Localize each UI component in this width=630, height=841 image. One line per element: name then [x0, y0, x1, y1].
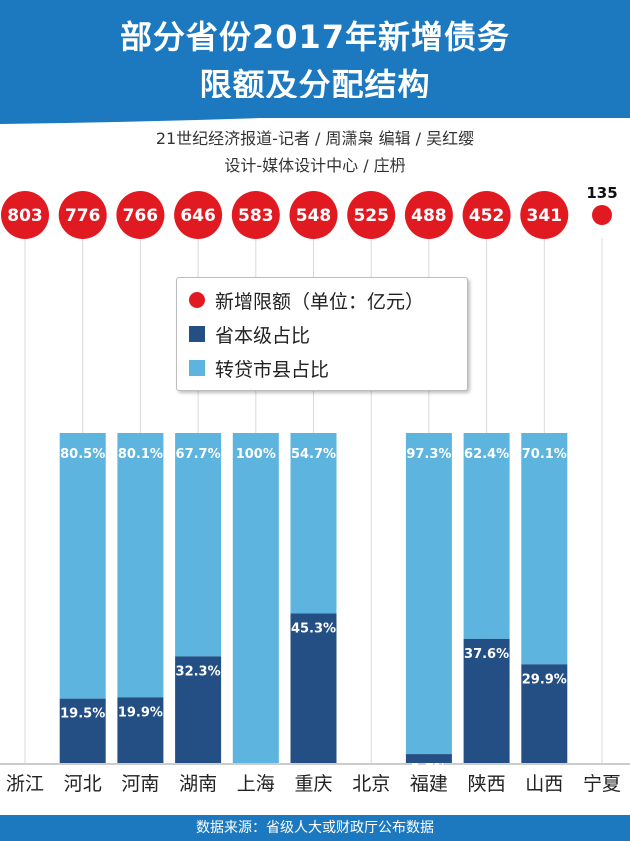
quota-value: 488 — [411, 206, 447, 226]
legend-swatch-provincial — [189, 326, 205, 342]
quota-value: 776 — [65, 206, 101, 226]
quota-circle — [58, 191, 107, 239]
bar-provincial — [117, 697, 164, 763]
label-provincial: 19.5% — [60, 707, 105, 722]
quota-circle — [1, 191, 49, 239]
legend-label-provincial: 省本级占比 — [215, 324, 311, 347]
label-county: 70.1% — [522, 447, 567, 462]
legend-item-county: 转贷市县占比 — [189, 354, 329, 382]
quota-circle — [592, 205, 612, 225]
quota-value: 548 — [296, 206, 332, 226]
quota-circle — [347, 191, 396, 239]
category-label: 河南 — [121, 773, 159, 795]
bar-county — [232, 433, 279, 763]
label-county: 80.5% — [60, 447, 105, 462]
bar-county — [117, 433, 164, 698]
title-line-2: 限额及分配结构 — [199, 66, 431, 104]
legend-label-quota: 新增限额（单位：亿元） — [215, 290, 425, 313]
category-label: 陕西 — [468, 773, 506, 795]
quota-value: 803 — [7, 206, 43, 226]
quota-value: 135 — [586, 184, 617, 202]
label-county: 80.1% — [118, 447, 163, 462]
category-label: 福建 — [410, 773, 448, 795]
label-provincial: 45.3% — [291, 622, 336, 637]
quota-circle — [116, 191, 165, 239]
bar-provincial — [405, 754, 452, 763]
category-label: 重庆 — [294, 773, 332, 795]
footer-source: 数据来源：省级人大或财政厅公布数据 — [0, 815, 630, 841]
legend-swatch-circle — [189, 292, 205, 308]
label-provincial: 29.9% — [522, 672, 567, 687]
title-line-1: 部分省份2017年新增债务 — [119, 18, 511, 56]
category-label: 宁夏 — [583, 773, 621, 795]
bar-county — [521, 433, 568, 665]
label-provincial: 32.3% — [176, 664, 221, 679]
category-label: 浙江 — [6, 773, 44, 795]
bar-provincial — [59, 698, 106, 763]
label-county: 54.7% — [291, 447, 336, 462]
quota-value: 766 — [123, 206, 159, 226]
legend-swatch-county — [189, 360, 205, 376]
category-label: 北京 — [352, 773, 390, 795]
quota-value: 646 — [180, 206, 216, 226]
quota-circle — [520, 191, 569, 239]
label-county: 67.7% — [176, 447, 221, 462]
label-provincial: 19.9% — [118, 705, 163, 720]
bar-county — [290, 433, 337, 614]
category-label: 上海 — [237, 773, 275, 795]
bar-provincial — [463, 638, 510, 763]
label-county: 62.4% — [464, 447, 509, 462]
legend-item-provincial: 省本级占比 — [189, 320, 310, 348]
category-label: 河北 — [64, 773, 102, 795]
bar-county — [175, 433, 222, 657]
credit-line-1: 21世纪经济报道-记者 / 周潇枭 编辑 / 吴红缨 — [155, 129, 475, 148]
bar-provincial — [290, 613, 337, 763]
credit-line-2: 设计-媒体设计中心 / 庄枬 — [224, 156, 406, 175]
label-county: 97.3% — [406, 447, 451, 462]
legend: 新增限额（单位：亿元） 省本级占比 转贷市县占比 — [176, 277, 468, 391]
quota-circle — [231, 191, 280, 239]
quota-circle — [404, 191, 453, 239]
label-provincial: 37.6% — [464, 647, 509, 662]
quota-value: 452 — [469, 206, 505, 226]
category-label: 湖南 — [179, 773, 217, 795]
bar-provincial — [521, 664, 568, 763]
quota-value: 525 — [353, 206, 389, 226]
bar-county — [463, 433, 510, 639]
category-label: 山西 — [525, 773, 563, 795]
quota-circle — [289, 191, 338, 239]
bar-county — [59, 433, 106, 699]
bar-county — [405, 433, 452, 755]
legend-item-quota: 新增限额（单位：亿元） — [189, 286, 424, 314]
label-county: 100% — [236, 447, 276, 462]
legend-label-county: 转贷市县占比 — [215, 358, 330, 381]
quota-value: 341 — [527, 206, 563, 226]
quota-circle — [462, 191, 511, 239]
quota-value: 583 — [238, 206, 274, 226]
header-swoosh — [0, 98, 630, 124]
label-provincial: 2.7% — [411, 762, 447, 777]
quota-circle — [174, 191, 223, 239]
bar-provincial — [175, 656, 222, 763]
